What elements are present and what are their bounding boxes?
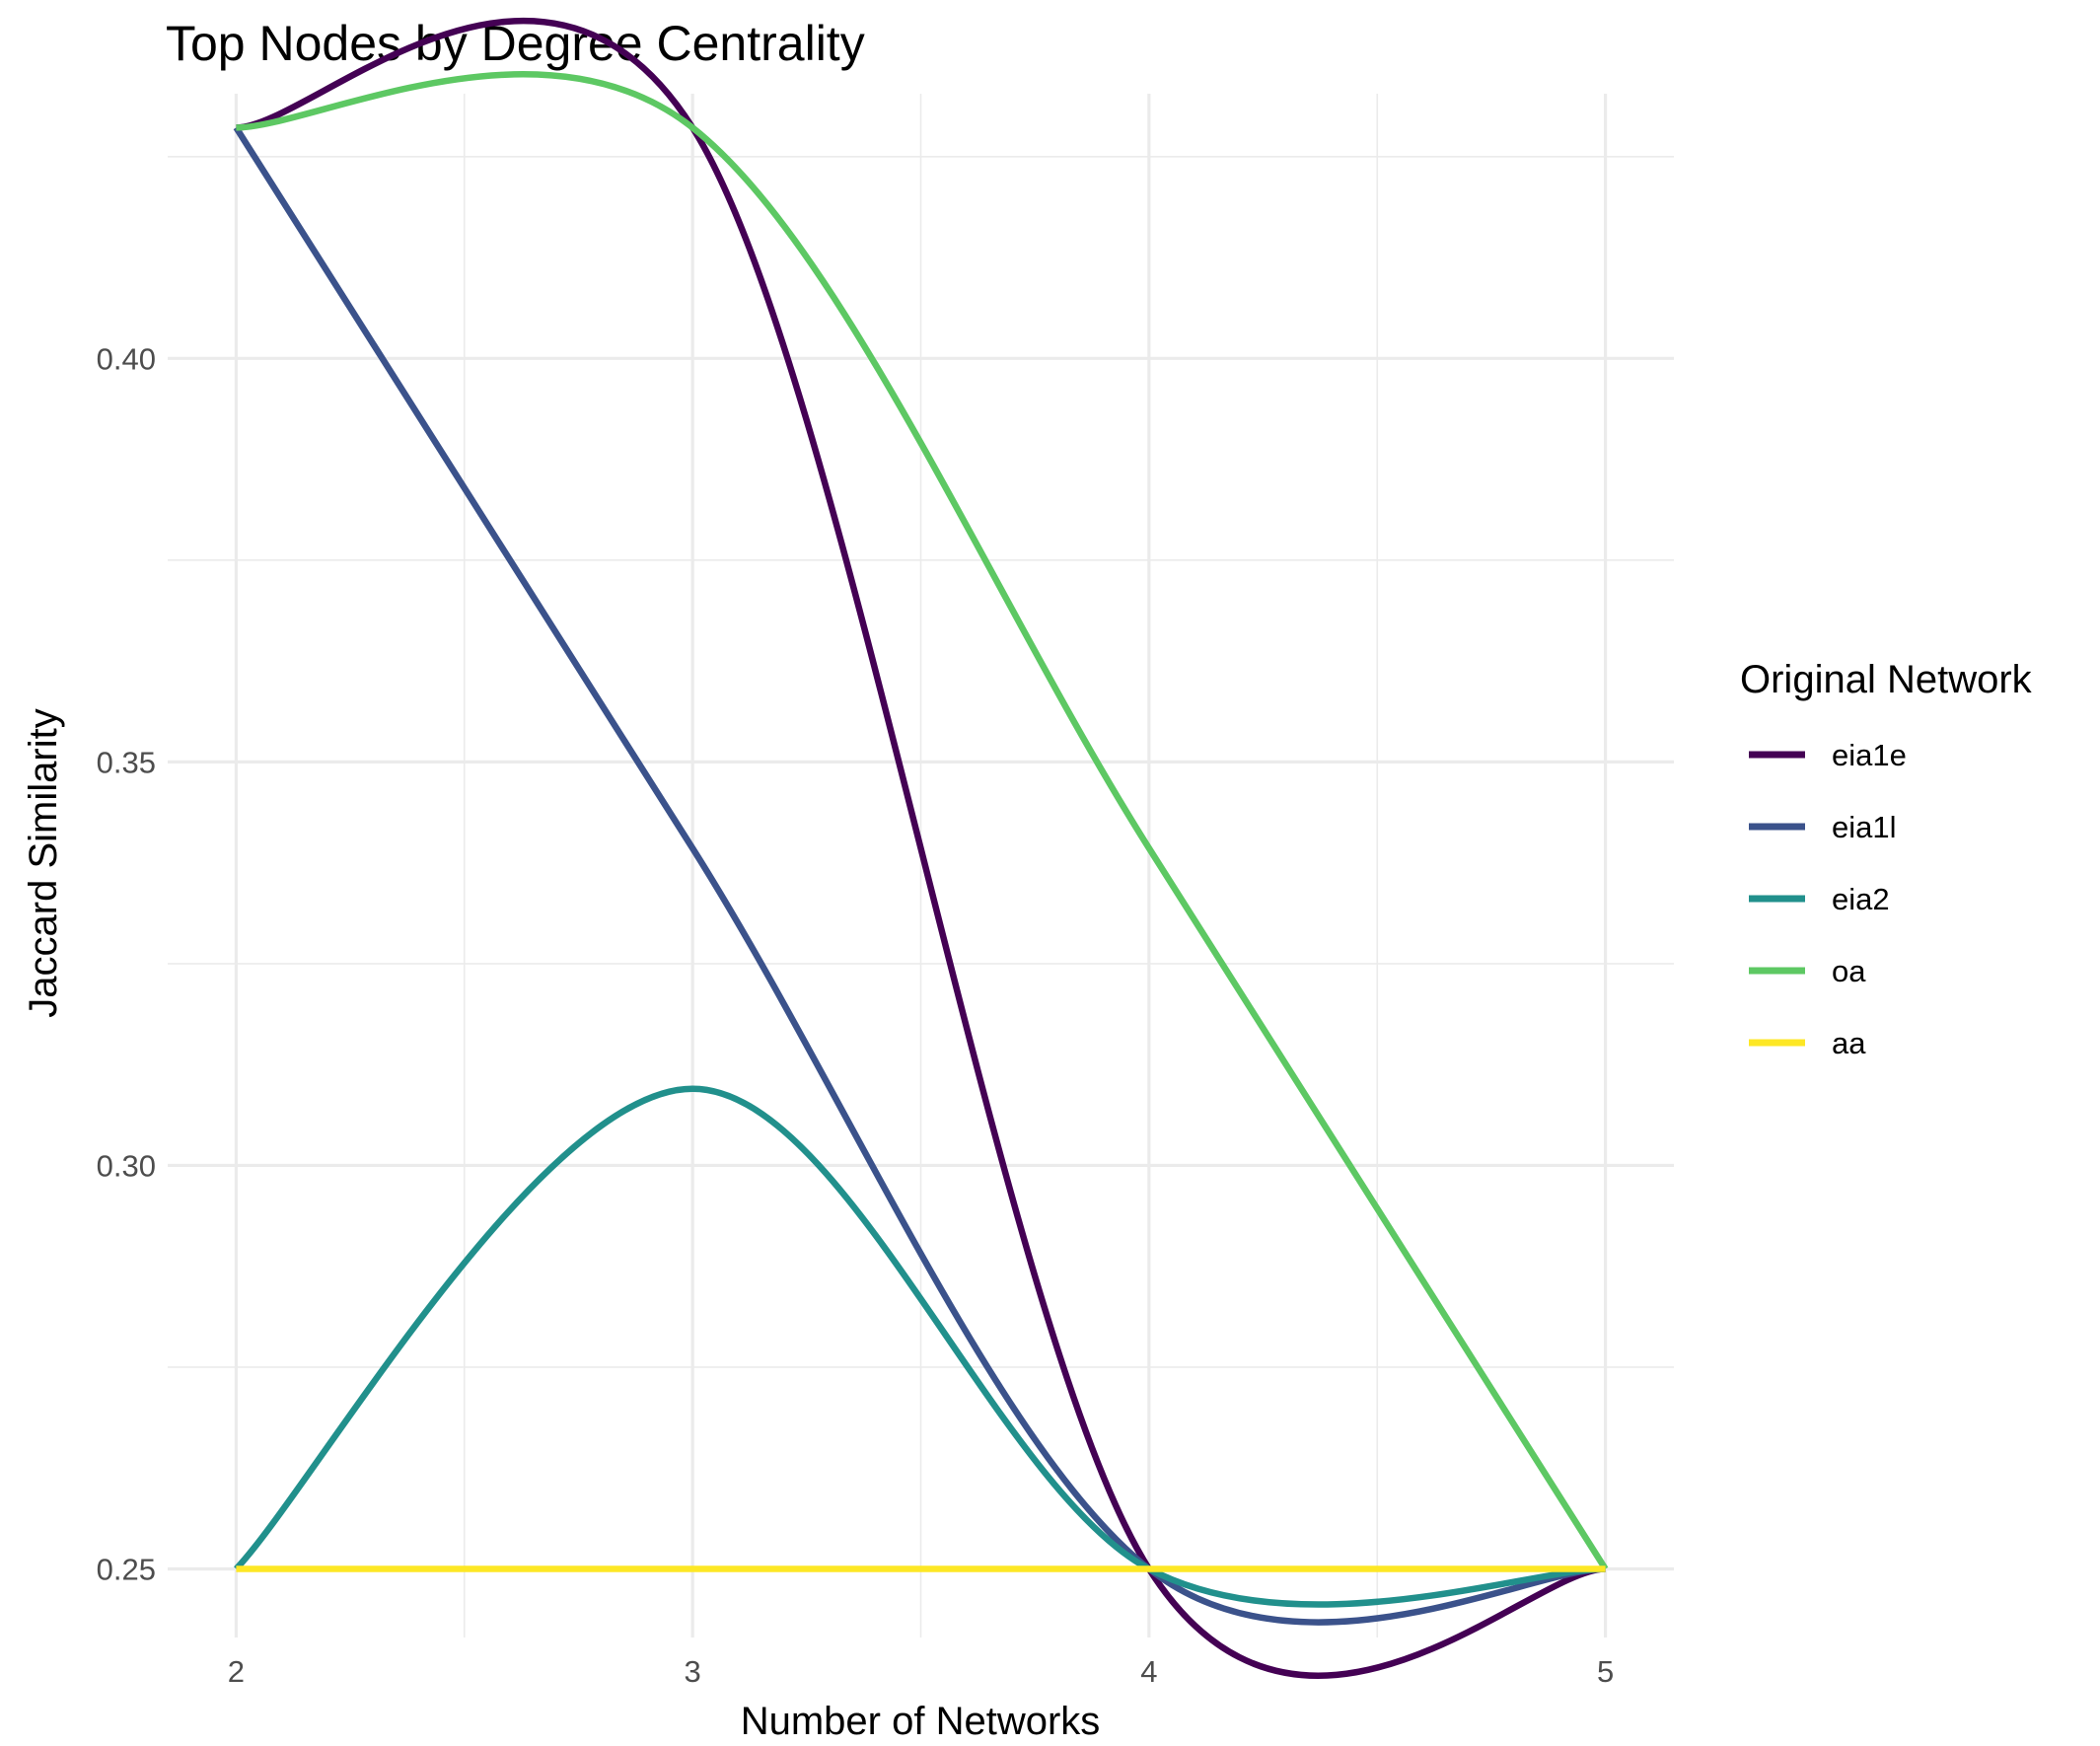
legend-title: Original Network xyxy=(1740,658,2033,701)
series-line-eia1e xyxy=(236,17,1606,1679)
y-axis-tick-labels: 0.25 0.30 0.35 0.40 xyxy=(97,341,156,1586)
series-line-oa xyxy=(236,71,1609,1571)
legend-label-aa: aa xyxy=(1832,1026,1866,1060)
series-lines xyxy=(233,17,1609,1679)
series-line-eia1l xyxy=(233,125,1606,1626)
x-tick-label: 2 xyxy=(228,1654,245,1689)
x-tick-label: 5 xyxy=(1597,1654,1614,1689)
chart-title: Top Nodes by Degree Centrality xyxy=(166,16,865,71)
legend-label-oa: oa xyxy=(1832,954,1866,988)
x-axis-title: Number of Networks xyxy=(741,1700,1101,1743)
y-tick-label: 0.35 xyxy=(97,745,156,779)
y-axis-title: Jaccard Similarity xyxy=(22,708,65,1017)
legend-label-eia2: eia2 xyxy=(1832,882,1890,916)
minor-gridlines xyxy=(168,94,1674,1637)
x-axis-tick-labels: 2 3 4 5 xyxy=(228,1654,1614,1689)
major-gridlines xyxy=(168,94,1674,1637)
legend-label-eia1l: eia1l xyxy=(1832,810,1897,844)
x-tick-label: 4 xyxy=(1140,1654,1157,1689)
y-tick-label: 0.30 xyxy=(97,1148,156,1183)
series-line-eia2 xyxy=(234,1085,1606,1608)
legend: Original Network eia1e eia1l eia2 oa aa xyxy=(1740,658,2033,1060)
y-tick-label: 0.25 xyxy=(97,1552,156,1586)
legend-label-eia1e: eia1e xyxy=(1832,738,1907,772)
x-tick-label: 3 xyxy=(685,1654,701,1689)
y-tick-label: 0.40 xyxy=(97,341,156,376)
